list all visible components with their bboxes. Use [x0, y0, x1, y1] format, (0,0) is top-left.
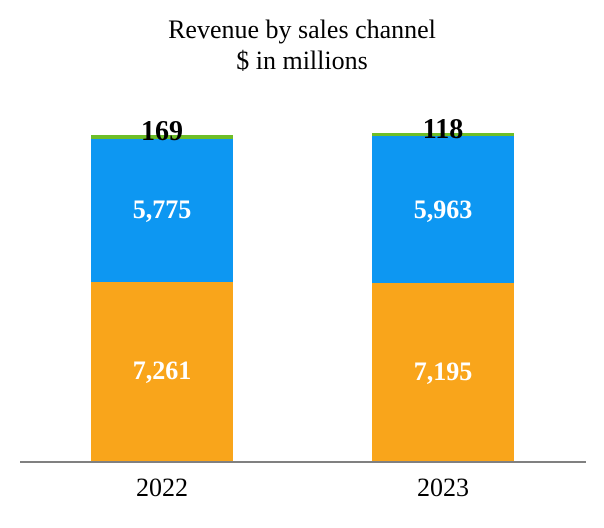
bar-segment-2023-0 [372, 283, 514, 461]
bar-value-label-2022-1: 5,775 [132, 195, 192, 225]
bar-segment-2022-1 [91, 139, 233, 282]
bar-segment-2022-2 [91, 135, 233, 140]
x-axis-label-2022: 2022 [136, 473, 188, 502]
bar-value-label-2023-0: 7,195 [413, 357, 473, 387]
bar-segment-2023-1 [372, 136, 514, 284]
bar-segment-2023-2 [372, 133, 514, 137]
chart-title-block: Revenue by sales channel $ in millions [0, 14, 604, 76]
bar-value-label-2023-2: 118 [422, 114, 464, 146]
bar-value-label-2023-1: 5,963 [413, 194, 473, 224]
x-axis-line [20, 461, 586, 463]
chart-subtitle: $ in millions [236, 46, 368, 75]
bar-segment-2022-0 [91, 281, 233, 461]
bar-value-label-2022-0: 7,261 [132, 356, 192, 386]
x-axis-label-2023: 2023 [417, 473, 469, 502]
chart-title: Revenue by sales channel [168, 15, 436, 44]
bar-value-label-2022-2: 169 [141, 116, 183, 147]
